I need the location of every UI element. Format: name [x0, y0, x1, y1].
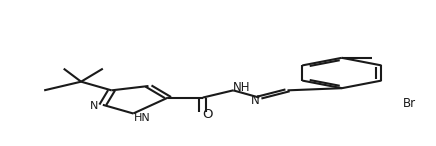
Text: O: O	[202, 108, 212, 121]
Text: NH: NH	[233, 81, 251, 94]
Text: HN: HN	[133, 113, 150, 123]
Text: Br: Br	[403, 97, 416, 110]
Text: N: N	[90, 101, 99, 111]
Text: N: N	[251, 94, 259, 107]
